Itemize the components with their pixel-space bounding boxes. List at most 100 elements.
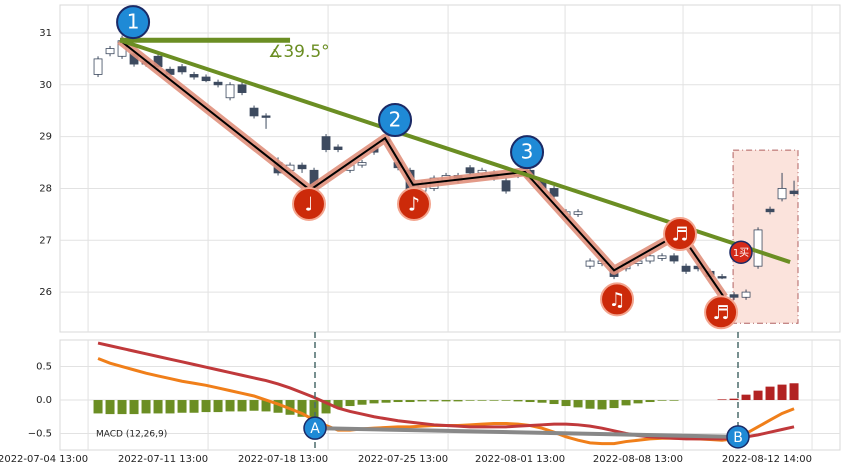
- divergence-line: [314, 426, 739, 439]
- x-tick-label: 2022-07-11 13:00: [118, 454, 208, 465]
- histogram-bar: [669, 400, 679, 401]
- x-tick-label: 2022-07-04 13:00: [0, 454, 88, 465]
- candle-body: [249, 107, 259, 117]
- histogram-bar: [549, 400, 559, 405]
- histogram-bar: [381, 400, 391, 403]
- candle-body: [669, 255, 679, 262]
- y-tick-label: 28: [39, 183, 52, 194]
- histogram-bar: [585, 400, 595, 409]
- marker: [303, 416, 327, 440]
- histogram-bar: [621, 400, 631, 406]
- marker-label: A: [310, 421, 320, 437]
- candle-body: [237, 84, 247, 93]
- histogram-bar: [225, 400, 235, 412]
- y-tick-label: 26: [39, 287, 52, 298]
- buy-signal-label: 1买: [733, 247, 749, 259]
- histogram-bar: [117, 400, 127, 415]
- candle-body: [765, 208, 775, 213]
- badge: [510, 135, 545, 170]
- note-label: ♩: [305, 193, 314, 215]
- histogram-bar: [309, 400, 319, 419]
- histogram-bar: [261, 400, 271, 412]
- candle-body: [501, 180, 511, 192]
- y-tick-label: 0.5: [36, 362, 52, 373]
- x-tick-label: 2022-07-25 13:00: [358, 454, 448, 465]
- histogram-bar: [297, 400, 307, 417]
- histogram-bar: [477, 400, 487, 401]
- note-marker: [704, 295, 739, 330]
- histogram-bar: [597, 400, 607, 410]
- histogram-bar: [429, 400, 439, 402]
- histogram-bar: [153, 400, 163, 414]
- candle-body: [357, 162, 367, 166]
- note-marker: [397, 186, 431, 221]
- candle-body: [741, 291, 751, 298]
- candle-body: [681, 265, 691, 272]
- x-tick-label: 2022-08-01 13:00: [475, 454, 565, 465]
- note-label: ♪: [408, 193, 420, 215]
- histogram-bar: [369, 400, 379, 404]
- histogram-bar: [249, 400, 259, 411]
- candle-body: [573, 211, 583, 215]
- y-tick-label: −0.5: [28, 429, 52, 440]
- histogram-bar: [141, 400, 151, 414]
- histogram-bar: [489, 400, 499, 401]
- x-tick-label: 2022-08-08 13:00: [593, 454, 683, 465]
- candle-body: [657, 255, 667, 259]
- candle-body: [789, 190, 799, 195]
- badge-label: 2: [389, 108, 402, 132]
- y-tick-label: 0.0: [36, 395, 52, 406]
- histogram-bar: [177, 400, 187, 413]
- histogram-bar: [729, 398, 739, 401]
- histogram-bar: [645, 400, 655, 403]
- note-label: ♬: [713, 302, 730, 324]
- histogram-bar: [453, 400, 463, 402]
- candle-body: [465, 167, 475, 174]
- y-tick-label: 29: [39, 132, 52, 143]
- buy-signal: [729, 240, 753, 264]
- histogram-bar: [501, 400, 511, 401]
- note-label: ♬: [672, 224, 689, 246]
- candle-body: [297, 164, 307, 170]
- note-marker: [600, 282, 635, 317]
- histogram-bar: [633, 400, 643, 404]
- histogram-bar: [753, 390, 763, 401]
- histogram-bar: [213, 400, 223, 413]
- plot-area: [59, 4, 841, 333]
- histogram-bar: [525, 400, 535, 403]
- candle-body: [201, 76, 211, 82]
- marker: [726, 425, 750, 449]
- candle-body: [321, 136, 331, 150]
- note-label: ♫: [609, 289, 626, 311]
- histogram-bar: [237, 400, 247, 412]
- candle-body: [177, 66, 187, 73]
- candle-body: [189, 74, 199, 78]
- candle-body: [585, 260, 595, 267]
- histogram-bar: [573, 400, 583, 408]
- histogram-bar: [465, 400, 475, 401]
- histogram-bar: [657, 400, 667, 401]
- histogram-bar: [273, 400, 283, 413]
- badge: [116, 5, 151, 40]
- badge-label: 3: [521, 140, 534, 164]
- histogram-bar: [129, 400, 139, 415]
- x-tick-label: 2022-08-12 14:00: [722, 454, 812, 465]
- histogram-bar: [345, 400, 355, 407]
- histogram-bar: [189, 400, 199, 413]
- indicator-label: MACD (12,26,9): [96, 430, 167, 440]
- candle-body: [105, 48, 115, 55]
- histogram-bar: [417, 400, 427, 402]
- histogram-bar: [717, 399, 727, 401]
- histogram-bar: [441, 400, 451, 402]
- candle-body: [93, 58, 103, 75]
- histogram-bar: [105, 400, 115, 415]
- histogram-bar: [393, 400, 403, 403]
- y-tick-label: 31: [39, 28, 52, 39]
- histogram-bar: [201, 400, 211, 413]
- histogram-bar: [789, 383, 799, 401]
- candle-body: [753, 229, 763, 267]
- histogram-bar: [93, 400, 103, 414]
- badge-label: 1: [127, 10, 140, 34]
